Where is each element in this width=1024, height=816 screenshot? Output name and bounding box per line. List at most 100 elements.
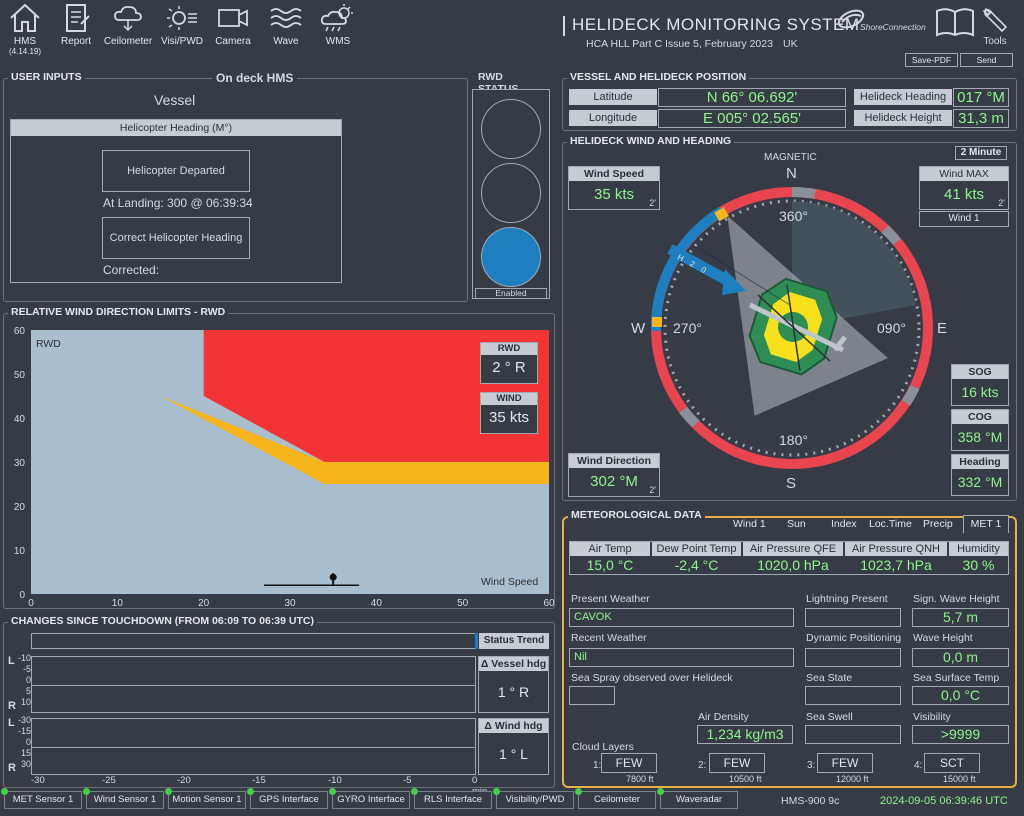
status-ok-icon xyxy=(247,788,254,795)
position-panel: VESSEL AND HELIDECK POSITION xyxy=(562,71,1017,131)
latitude-value: N 66° 06.692' xyxy=(658,88,846,107)
helicopter-icon xyxy=(748,284,847,372)
vessel-r-label: R xyxy=(8,700,16,712)
vessel-tick: 10 xyxy=(20,697,31,707)
lightning-value xyxy=(805,608,901,627)
north-label: N xyxy=(786,165,797,182)
wind-max-label: Wind MAX xyxy=(920,167,1008,181)
app-title: HELIDECK MONITORING SYSTEM xyxy=(572,15,860,34)
status-wind-sensor[interactable]: Wind Sensor 1 xyxy=(83,788,164,809)
status-gps[interactable]: GPS Interface xyxy=(247,788,328,809)
tools-button[interactable]: Tools xyxy=(978,5,1012,47)
rwd-x-tick: 40 xyxy=(371,598,383,609)
rwd-corner-label: RWD xyxy=(36,338,61,350)
at-landing-time: 06:39:34 xyxy=(205,196,253,210)
cloud-layer-num: 1: xyxy=(593,760,602,771)
save-pdf-button[interactable]: Save-PDF xyxy=(905,53,958,67)
vessel-hdg-ticks: -10 -5 0 5 10 xyxy=(14,653,31,708)
corrected-label: Corrected: xyxy=(103,263,160,277)
wind-direction-value: 302 °M xyxy=(590,473,638,490)
status-label: GYRO Interface xyxy=(337,794,405,805)
logo-text: ShoreConnection xyxy=(860,22,926,32)
wind-tick: 30 xyxy=(20,759,31,769)
cloud-layer-num: 4: xyxy=(914,760,923,771)
tab-loctime[interactable]: Loc.Time xyxy=(869,518,912,530)
at-landing-value: 300 xyxy=(167,196,188,210)
wind-tick: 15 xyxy=(20,748,31,758)
status-ok-icon xyxy=(493,788,500,795)
status-waveradar[interactable]: Waveradar xyxy=(657,788,738,809)
user-inputs-panel: USER INPUTS On deck HMS Vessel Helicopte… xyxy=(3,71,550,302)
period-button[interactable]: 2 Minute xyxy=(955,146,1007,160)
status-ok-icon xyxy=(1,788,8,795)
tab-index[interactable]: Index xyxy=(831,518,857,530)
status-ceilometer[interactable]: Ceilometer xyxy=(575,788,656,809)
wind-speed-period: 2' xyxy=(649,198,656,208)
deg-090-label: 090° xyxy=(877,320,906,336)
camera-icon xyxy=(218,9,248,27)
status-visibility[interactable]: Visibility/PWD xyxy=(493,788,574,809)
rwd-readout: RWD 2 ° R xyxy=(480,342,538,384)
status-gyro[interactable]: GYRO Interface xyxy=(329,788,410,809)
status-light-top xyxy=(481,99,541,159)
visibility-value: >9999 xyxy=(912,725,1009,744)
tab-met1[interactable]: MET 1 xyxy=(963,515,1009,533)
rwd-y-tick: 30 xyxy=(14,458,26,469)
compass-amber-marker-top xyxy=(714,207,729,222)
toolbar-wave[interactable]: Wave xyxy=(261,2,311,47)
heading-header: Helicopter Heading (M°) xyxy=(11,120,341,136)
status-motion-sensor[interactable]: Motion Sensor 1 xyxy=(165,788,246,809)
status-light-middle xyxy=(481,163,541,223)
changes-panel: CHANGES SINCE TOUCHDOWN (FROM 06:09 TO 0… xyxy=(3,615,555,788)
rwd-zone-amber xyxy=(160,330,549,484)
correct-heading-button[interactable]: Correct Helicopter Heading xyxy=(102,217,250,259)
rwd-y-tick: 60 xyxy=(14,326,26,337)
toolbar-wms-label: WMS xyxy=(325,36,351,47)
status-trend-bar xyxy=(31,633,476,649)
toolbar-visi[interactable]: Visi/PWD xyxy=(157,2,207,47)
present-weather-value: CAVOK xyxy=(569,608,794,627)
heading-value: 332 °M xyxy=(957,474,1003,490)
toolbar-ceilometer[interactable]: Ceilometer xyxy=(103,2,153,47)
rwd-y-tick: 0 xyxy=(19,590,25,601)
compass-amber-marker-left xyxy=(652,317,662,327)
toolbar-hms-label: HMS xyxy=(13,36,37,47)
time-tick: -30 xyxy=(31,775,45,786)
sst-value: 0,0 °C xyxy=(912,686,1009,705)
toolbar-camera[interactable]: Camera xyxy=(208,2,258,47)
vessel-hdg-trend xyxy=(31,656,476,713)
toolbar-report[interactable]: Report xyxy=(51,2,101,47)
rwd-y-tick: 40 xyxy=(14,414,26,425)
wind-direction-box: Wind Direction 302 °M 2' xyxy=(568,453,660,497)
tab-wind1[interactable]: Wind 1 xyxy=(733,518,766,530)
wind1-button[interactable]: Wind 1 xyxy=(919,211,1009,227)
status-label: RLS Interface xyxy=(423,794,483,805)
status-met-sensor[interactable]: MET Sensor 1 xyxy=(1,788,82,809)
status-ok-icon xyxy=(657,788,664,795)
toolbar-hms[interactable]: HMS (4.14.19) xyxy=(0,2,50,56)
wave-icon xyxy=(270,8,302,28)
app-region: UK xyxy=(783,38,798,50)
book-icon[interactable] xyxy=(934,6,976,41)
status-rls[interactable]: RLS Interface xyxy=(411,788,492,809)
toolbar-wms[interactable]: WMS xyxy=(313,2,363,47)
sea-state-label: Sea State xyxy=(806,672,853,684)
wind-max-value: 41 kts xyxy=(943,186,985,203)
status-trend-button[interactable]: Status Trend xyxy=(479,633,549,649)
tab-precip[interactable]: Precip xyxy=(923,518,953,530)
status-ok-icon xyxy=(83,788,90,795)
rwd-enabled-label: Enabled xyxy=(475,288,547,299)
tab-sun[interactable]: Sun xyxy=(787,518,806,530)
status-label: Wind Sensor 1 xyxy=(93,794,157,805)
visibility-label: Visibility xyxy=(913,711,951,723)
status-label: Motion Sensor 1 xyxy=(172,794,242,805)
vessel-tick: 0 xyxy=(25,675,31,685)
vessel-hdg-label: Δ Vessel hdg xyxy=(479,657,548,671)
qnh-label: Air Pressure QNH xyxy=(845,542,947,556)
helicopter-departed-button[interactable]: Helicopter Departed xyxy=(102,150,250,192)
wind-hdg-label: Δ Wind hdg xyxy=(479,719,548,733)
compass-rose xyxy=(650,187,933,469)
send-button[interactable]: Send xyxy=(960,53,1013,67)
wind-speed-box: Wind Speed 35 kts 2' xyxy=(568,166,660,210)
trend-time-axis: -30 -25 -20 -15 -10 -5 0 min xyxy=(31,775,491,797)
